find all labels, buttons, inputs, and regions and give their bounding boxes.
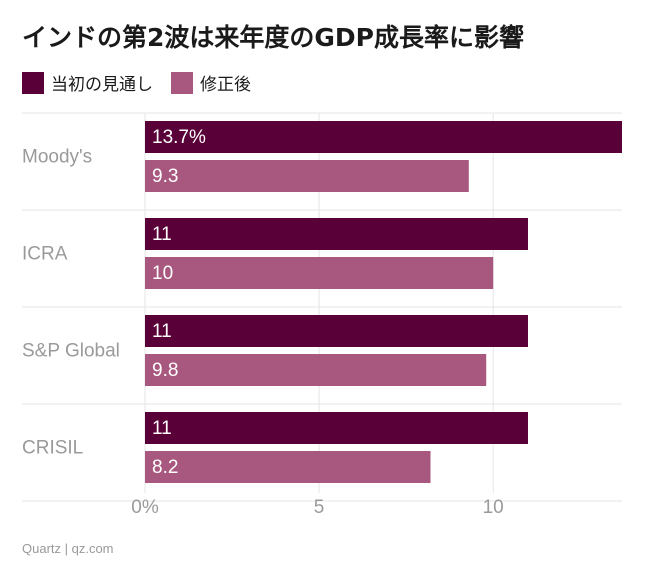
x-tick-label: 5 [314, 497, 325, 518]
bar-value-label: 8.2 [152, 457, 178, 478]
category-label: CRISIL [22, 438, 83, 459]
source-credit: Quartz | qz.com [22, 541, 114, 556]
category-label: S&P Global [22, 341, 120, 362]
bar [145, 451, 431, 483]
legend-label-revised: 修正後 [200, 75, 251, 95]
bar-value-label: 11 [152, 418, 172, 439]
bar [145, 354, 487, 386]
legend-swatch-initial [22, 71, 44, 94]
bar-value-label: 9.3 [152, 166, 178, 187]
bar-value-label: 13.7% [152, 127, 206, 148]
bar-value-label: 9.8 [152, 360, 178, 381]
category-label: ICRA [22, 244, 68, 265]
bar [145, 218, 528, 250]
legend-item-initial: 当初の見通し [22, 70, 153, 95]
bar [145, 412, 528, 444]
bar [145, 160, 469, 192]
bar-value-label: 10 [152, 263, 173, 284]
legend-item-revised: 修正後 [171, 70, 251, 95]
legend-label-initial: 当初の見通し [51, 75, 153, 95]
x-tick-label: 0% [131, 497, 159, 518]
bar [145, 121, 622, 153]
legend-swatch-revised [171, 71, 193, 94]
x-tick-label: 10 [483, 497, 504, 518]
bar [145, 257, 494, 289]
category-label: Moody's [22, 147, 92, 168]
bar-value-label: 11 [152, 224, 172, 245]
legend: 当初の見通し 修正後 [22, 70, 269, 95]
bar-value-label: 11 [152, 321, 172, 342]
bar [145, 315, 528, 347]
chart-title: インドの第2波は来年度のGDP成長率に影響 [22, 23, 524, 52]
